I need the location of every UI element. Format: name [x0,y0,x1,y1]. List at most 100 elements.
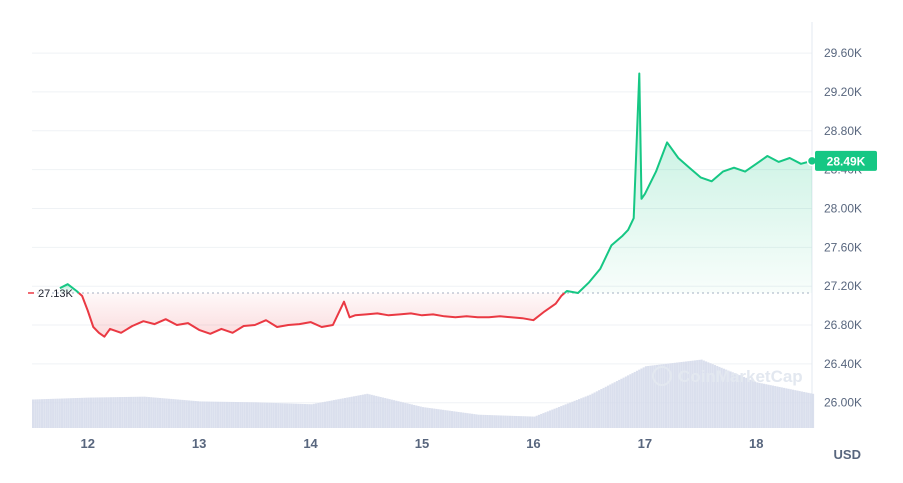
y-tick-label: 26.00K [824,396,862,410]
volume-bar [83,397,86,428]
volume-bar [188,400,191,428]
volume-bar [306,404,309,428]
volume-bar [116,397,119,428]
volume-bar [791,389,795,428]
volume-bar [562,405,565,428]
volume-bar [430,408,434,428]
volume-bar [335,399,338,428]
volume-bar [303,404,306,428]
volume-bar [758,382,761,428]
volume-bar [537,414,540,428]
volume-bar [555,407,558,428]
volume-bar [159,397,162,428]
x-tick-label: 18 [749,436,763,451]
volume-bar [321,402,324,428]
volume-bar [344,397,347,428]
volume-bar [141,396,144,428]
volume-bar [170,398,173,428]
volume-bar [729,371,732,428]
volume-bar [237,402,240,428]
volume-bar [442,409,445,428]
volume-bar [422,407,425,428]
volume-bar [700,359,703,428]
volume-bar [281,403,284,428]
volume-bar [127,396,130,428]
volume-bar [546,411,549,428]
volume-bar [651,365,654,428]
volume-bar [578,399,581,428]
volume-bar [36,399,39,428]
volume-bar [633,371,636,428]
volume-bar [243,402,246,428]
volume-bar [413,404,416,428]
volume-bar [212,401,215,428]
volume-bar [69,398,72,428]
volume-bar [439,409,442,428]
volume-bar [328,400,331,428]
volume-bar [693,360,696,428]
volume-bar [437,409,440,428]
volume-bar [553,408,556,428]
volume-bar [286,403,289,428]
volume-bar [156,397,159,428]
volume-bar [749,379,752,428]
volume-bar [428,408,431,428]
volume-bar [664,363,668,428]
volume-bar [689,360,692,428]
x-tick-label: 13 [192,436,206,451]
volume-bar [762,383,766,428]
volume-bar [785,388,788,428]
volume-bar [805,392,808,428]
volume-bar [34,399,37,428]
volume-bar [239,402,242,428]
volume-bar [462,412,465,428]
volume-bar [656,364,659,428]
volume-bar [780,387,783,428]
volume-bar [673,362,676,428]
volume-bar [292,403,295,428]
y-tick-label: 27.60K [824,240,862,254]
volume-bar [622,377,625,428]
volume-bar [564,404,567,428]
volume-bar [642,367,645,428]
volume-bar [323,401,327,428]
volume-bar [357,395,360,428]
volume-bar [457,411,460,428]
volume-bar [713,365,717,428]
volume-bar [147,397,150,428]
coinmarketcap-logo-icon [652,366,672,386]
volume-bar [678,362,681,428]
volume-bar [408,403,411,428]
volume-bar [107,397,110,428]
volume-bar [89,397,93,428]
volume-bar [687,361,690,428]
volume-bar [279,403,282,428]
volume-bar [807,392,810,428]
volume-bar [789,389,792,428]
volume-bar [299,403,302,428]
volume-bar [765,384,768,428]
volume-bar [569,402,572,428]
volume-bar [602,387,605,428]
volume-bar [194,401,197,428]
volume-bar [310,404,313,428]
volume-bar [216,401,220,428]
volume-bar [609,384,612,428]
y-tick-label: 29.60K [824,46,862,60]
volume-bar [136,396,139,428]
volume-bar [720,367,723,428]
volume-bar [640,368,643,428]
volume-bar [520,416,523,428]
volume-bar [388,399,391,428]
volume-bar [208,401,211,428]
volume-bar [809,393,812,428]
volume-bar [593,392,596,428]
volume-bar [417,406,420,428]
volume-bar [410,404,413,428]
volume-bar [250,402,253,428]
volume-bar [600,389,603,428]
volume-bar [125,396,128,428]
volume-bar [221,401,224,428]
volume-bar [433,408,436,428]
